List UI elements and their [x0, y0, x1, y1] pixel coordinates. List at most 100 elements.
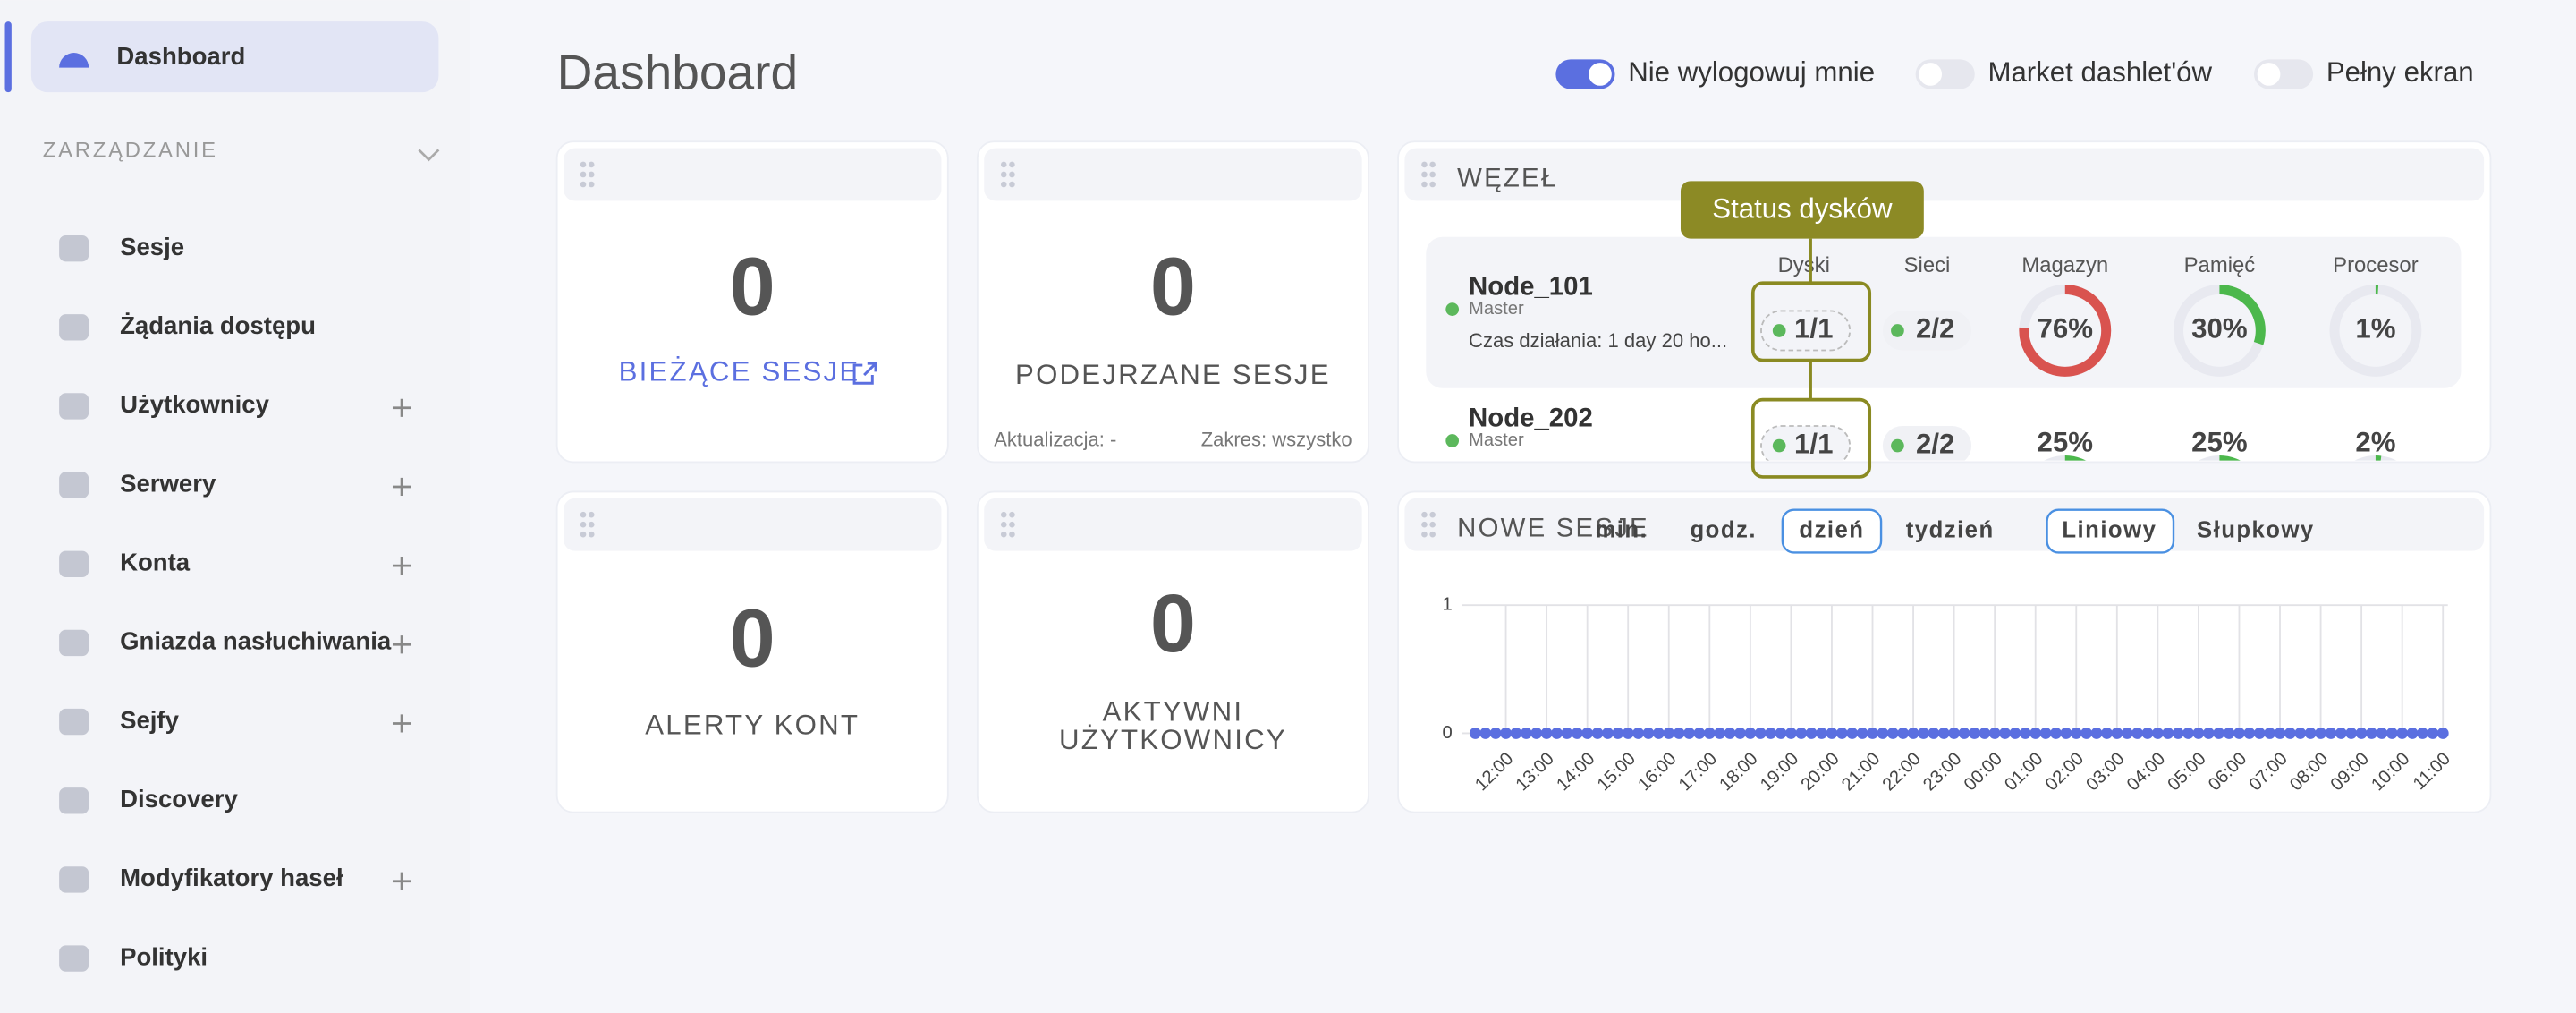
expand-icon[interactable]	[392, 635, 411, 654]
card-header	[984, 498, 1362, 551]
data-point	[2121, 728, 2133, 739]
range-button[interactable]: min.	[1595, 517, 1648, 542]
view-button[interactable]: Słupkowy	[2197, 517, 2315, 542]
icon	[59, 629, 89, 657]
gauge-arc	[2174, 285, 2266, 377]
chevron[interactable]	[418, 149, 440, 162]
expand-icon[interactable]	[392, 557, 411, 575]
data-point	[2366, 728, 2377, 739]
drag-handle	[1429, 171, 1436, 178]
data-point	[2080, 728, 2093, 739]
data-point	[2050, 728, 2062, 739]
expand-icon[interactable]	[392, 872, 411, 890]
network-pill	[1882, 426, 1972, 461]
gauge-label: 2%	[2355, 426, 2395, 457]
toggle-label[interactable]: Pełny ekran	[2326, 56, 2474, 88]
drag-handle	[1421, 161, 1428, 168]
drag-handle	[1000, 521, 1007, 528]
drag-handle	[580, 181, 587, 188]
drag-handle	[588, 521, 595, 528]
drag-handle	[588, 171, 595, 178]
drag-handle	[588, 511, 595, 518]
data-point	[1581, 728, 1594, 739]
nav-label[interactable]: Użytkownicy	[120, 390, 270, 418]
nav-label[interactable]: Sesje	[120, 233, 184, 260]
counter-label: AKTYWNI	[1103, 696, 1244, 728]
drag-handle	[588, 181, 595, 188]
nav-label[interactable]: Sejfy	[120, 706, 180, 734]
data-point	[2284, 728, 2296, 739]
data-point	[2376, 728, 2388, 739]
toggle-label[interactable]: Market dashlet'ów	[1987, 56, 2212, 88]
status-dot	[1445, 302, 1460, 316]
toggle-knob	[1919, 63, 1943, 86]
sidebar	[0, 0, 470, 1013]
data-point	[1622, 728, 1634, 739]
nav-label[interactable]: Gniazda nasłuchiwania	[120, 627, 392, 655]
widget-title: WĘZEŁ	[1457, 163, 1557, 192]
data-point	[1714, 728, 1726, 739]
drag-handle	[580, 531, 587, 538]
nav-label[interactable]: Dashboard	[116, 42, 245, 70]
expand-icon[interactable]	[392, 398, 411, 417]
data-point	[1632, 728, 1645, 739]
drag-handle	[1000, 181, 1007, 188]
page-title: Dashboard	[557, 44, 799, 99]
icon	[59, 234, 89, 262]
data-point	[1826, 728, 1838, 739]
gauge-label: 25%	[2191, 426, 2247, 457]
data-point	[2406, 728, 2419, 739]
gauge-arc	[2329, 455, 2422, 461]
nav-label[interactable]: Konta	[120, 549, 191, 576]
nav-active[interactable]	[30, 21, 439, 93]
expand-icon[interactable]	[392, 477, 411, 497]
drag-handle	[588, 531, 595, 538]
data-point	[2101, 728, 2113, 739]
disk-status: 1/1	[1794, 313, 1833, 345]
range-button[interactable]: tydzień	[1906, 517, 1995, 542]
external-link-icon[interactable]	[852, 362, 877, 385]
footer-text: Zakres: wszystko	[1201, 428, 1352, 450]
view-button[interactable]: Liniowy	[2062, 517, 2157, 542]
range-button[interactable]: dzień	[1799, 517, 1864, 542]
data-point	[2192, 728, 2205, 739]
icon	[59, 708, 89, 736]
data-point	[2162, 728, 2174, 739]
nav-label[interactable]: Polityki	[120, 942, 208, 970]
nav-label[interactable]: Serwery	[120, 469, 216, 497]
drag-handle	[1429, 181, 1436, 188]
data-point	[1897, 728, 1910, 739]
data-point	[2039, 728, 2052, 739]
status-dot	[1891, 324, 1904, 337]
data-point	[2325, 728, 2337, 739]
drag-handle	[1009, 521, 1015, 528]
toggle-label[interactable]: Nie wylogowuj mnie	[1628, 56, 1875, 88]
nav-label[interactable]: Modyfikatory haseł	[120, 864, 343, 891]
drag-handle	[1009, 181, 1015, 188]
column-header: Pamięć	[2184, 253, 2256, 277]
data-point	[1979, 728, 1991, 739]
drag-handle	[1000, 531, 1007, 538]
nav-label[interactable]: Discovery	[120, 785, 238, 813]
status-dot	[1772, 324, 1786, 337]
data-point	[1988, 728, 2001, 739]
data-point	[2111, 728, 2123, 739]
card-header	[1404, 498, 2485, 551]
gauge-label: 25%	[2038, 426, 2093, 457]
counter-label[interactable]: BIEŻĄCE SESJE	[619, 355, 860, 387]
column-header: Procesor	[2333, 253, 2419, 277]
gauge-arc	[2174, 455, 2266, 461]
range-button[interactable]: godz.	[1690, 517, 1757, 542]
data-point	[1571, 728, 1583, 739]
data-point	[2334, 728, 2347, 739]
data-point	[1683, 728, 1695, 739]
data-point	[1928, 728, 1940, 739]
data-point	[1856, 728, 1868, 739]
expand-icon[interactable]	[392, 714, 411, 733]
node-role: Master	[1469, 430, 1524, 450]
drag-handle	[1000, 171, 1007, 178]
icon	[59, 393, 89, 420]
nav-label[interactable]: Żądania dostępu	[120, 311, 316, 339]
node-name: Node_101	[1469, 271, 1593, 301]
drag-handle	[1421, 181, 1428, 188]
